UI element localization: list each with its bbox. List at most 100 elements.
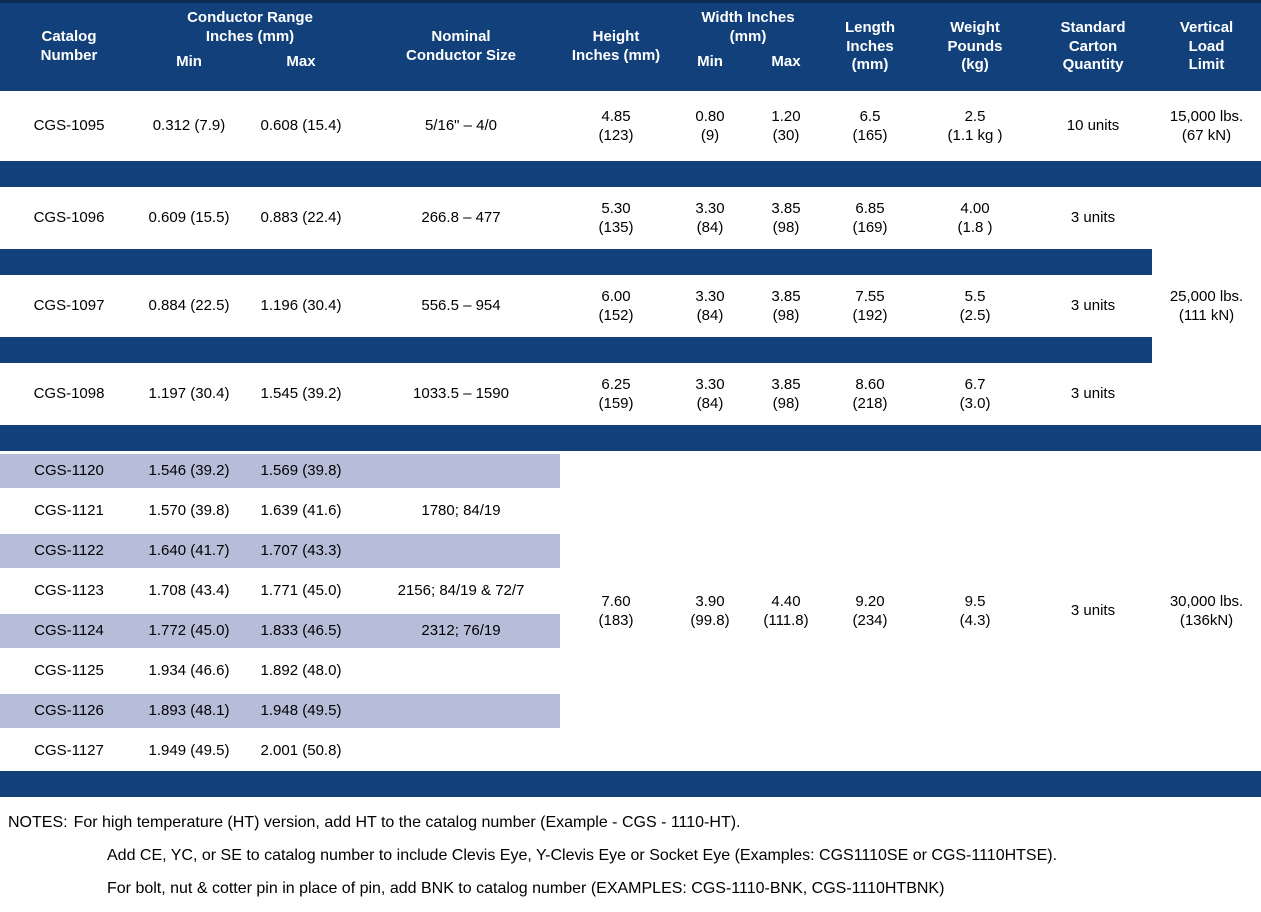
header-width: Width Inches (mm) [672,0,825,53]
cell-width-min: 3.30 (84) [672,275,748,337]
cell-nominal-size [362,691,560,731]
table-row-cgs-1122: CGS-1122 1.640 (41.7) 1.707 (43.3) [0,531,1261,571]
cell-conductor-min: 1.546 (39.2) [138,451,240,491]
note-text-1: For high temperature (HT) version, add H… [73,814,741,831]
separator-bar-partial [0,249,1153,275]
cell-weight: 5.5 (2.5) [916,275,1035,337]
cell-nominal-size: 266.8 – 477 [362,187,560,249]
table-row-cgs-1123: CGS-1123 1.708 (43.4) 1.771 (45.0) 2156;… [0,571,1261,611]
cell-conductor-max: 1.833 (46.5) [240,611,362,651]
cell-conductor-max: 1.569 (39.8) [240,451,362,491]
cell-nominal-size: 2156; 84/19 & 72/7 [362,571,560,611]
cell-catalog-number: CGS-1098 [0,363,138,425]
header-width-max: Max [748,53,825,91]
header-conductor-max: Max [240,53,362,91]
cell-weight: 6.7 (3.0) [916,363,1035,425]
cell-width-max-merged: 4.40 (111.8) [748,451,825,771]
note-line-3: For bolt, nut & cotter pin in place of p… [107,880,945,897]
cell-conductor-max: 1.639 (41.6) [240,491,362,531]
table-row-cgs-1127: CGS-1127 1.949 (49.5) 2.001 (50.8) [0,731,1261,771]
note-line-1: NOTES: For high temperature (HT) version,… [8,813,1253,833]
cell-nominal-size: 556.5 – 954 [362,275,560,337]
cell-nominal-size [362,451,560,491]
header-height: Height Inches (mm) [560,0,672,91]
cell-nominal-size [362,531,560,571]
cell-conductor-max: 2.001 (50.8) [240,731,362,771]
cell-catalog-number: CGS-1096 [0,187,138,249]
table-row-cgs-1120: CGS-1120 1.546 (39.2) 1.569 (39.8) 7.60 … [0,451,1261,771]
cell-conductor-max: 1.196 (30.4) [240,275,362,337]
separator-bar [0,771,1261,797]
cell-nominal-size: 1780; 84/19 [362,491,560,531]
cell-conductor-min: 0.884 (22.5) [138,275,240,337]
cell-load-limit-merged: 25,000 lbs. (111 kN) [1152,187,1261,425]
header-catalog-number: Catalog Number [0,0,138,91]
cell-length: 6.5 (165) [824,91,917,161]
separator-bar [0,425,1261,451]
cell-catalog-number: CGS-1122 [0,531,138,571]
header-row-2: Min Max Min Max [0,53,1261,91]
cell-catalog-number: CGS-1095 [0,91,138,161]
table-row-cgs-1125: CGS-1125 1.934 (46.6) 1.892 (48.0) [0,651,1261,691]
cell-conductor-min: 0.609 (15.5) [138,187,240,249]
header-weight: Weight Pounds (kg) [916,0,1035,91]
cell-length: 8.60 (218) [824,363,917,425]
cell-width-min: 0.80 (9) [672,91,748,161]
cell-nominal-size [362,651,560,691]
cell-nominal-size: 2312; 76/19 [362,611,560,651]
cell-height: 5.30 (135) [560,187,672,249]
conductor-spec-table: Catalog Number Conductor Range Inches (m… [0,0,1261,797]
cell-conductor-max: 1.892 (48.0) [240,651,362,691]
cell-height-merged: 7.60 (183) [560,451,672,771]
cell-catalog-number: CGS-1127 [0,731,138,771]
cell-height: 6.25 (159) [560,363,672,425]
table-row-cgs-1097: CGS-1097 0.884 (22.5) 1.196 (30.4) 556.5… [0,275,1261,337]
cell-weight: 2.5 (1.1 kg ) [916,91,1035,161]
header-conductor-range: Conductor Range Inches (mm) [138,0,362,53]
cell-conductor-min: 1.570 (39.8) [138,491,240,531]
cell-conductor-min: 1.772 (45.0) [138,611,240,651]
header-length: Length Inches (mm) [824,0,917,91]
separator-bar-full [0,771,1261,797]
table-row-cgs-1095: CGS-1095 0.312 (7.9) 0.608 (15.4) 5/16" … [0,91,1261,161]
notes-section: NOTES: For high temperature (HT) version,… [0,797,1261,899]
table-row-cgs-1124: CGS-1124 1.772 (45.0) 1.833 (46.5) 2312;… [0,611,1261,651]
cell-width-min: 3.30 (84) [672,363,748,425]
cell-catalog-number: CGS-1126 [0,691,138,731]
separator-bar-partial [0,337,1153,363]
note-line-2: Add CE, YC, or SE to catalog number to i… [107,847,1058,864]
cell-catalog-number: CGS-1097 [0,275,138,337]
cell-conductor-max: 1.707 (43.3) [240,531,362,571]
notes-label: NOTES: [8,814,68,831]
header-width-min: Min [672,53,748,91]
cell-height: 4.85 (123) [560,91,672,161]
separator-bar [0,337,1261,363]
cell-conductor-max: 0.608 (15.4) [240,91,362,161]
cell-width-max: 3.85 (98) [748,363,825,425]
cell-catalog-number: CGS-1124 [0,611,138,651]
cell-load-limit: 15,000 lbs. (67 kN) [1152,91,1261,161]
cell-width-min: 3.30 (84) [672,187,748,249]
cell-width-max: 3.85 (98) [748,187,825,249]
header-conductor-min: Min [138,53,240,91]
cell-conductor-min: 0.312 (7.9) [138,91,240,161]
cell-catalog-number: CGS-1125 [0,651,138,691]
cell-width-min-merged: 3.90 (99.8) [672,451,748,771]
header-nominal-conductor-size: Nominal Conductor Size [362,0,560,91]
cell-catalog-number: CGS-1123 [0,571,138,611]
header-vertical-load-limit: Vertical Load Limit [1152,0,1261,91]
table-row-cgs-1126: CGS-1126 1.893 (48.1) 1.948 (49.5) [0,691,1261,731]
cell-length: 6.85 (169) [824,187,917,249]
table-row-cgs-1098: CGS-1098 1.197 (30.4) 1.545 (39.2) 1033.… [0,363,1261,425]
cell-carton-quantity: 3 units [1034,363,1153,425]
cell-width-max: 1.20 (30) [748,91,825,161]
cell-weight: 4.00 (1.8 ) [916,187,1035,249]
cell-weight-merged: 9.5 (4.3) [916,451,1035,771]
separator-bar-full [0,161,1261,187]
cell-carton-quantity: 10 units [1034,91,1153,161]
separator-bar [0,249,1261,275]
table-row-cgs-1096: CGS-1096 0.609 (15.5) 0.883 (22.4) 266.8… [0,187,1261,425]
separator-bar [0,161,1261,187]
cell-nominal-size: 5/16" – 4/0 [362,91,560,161]
